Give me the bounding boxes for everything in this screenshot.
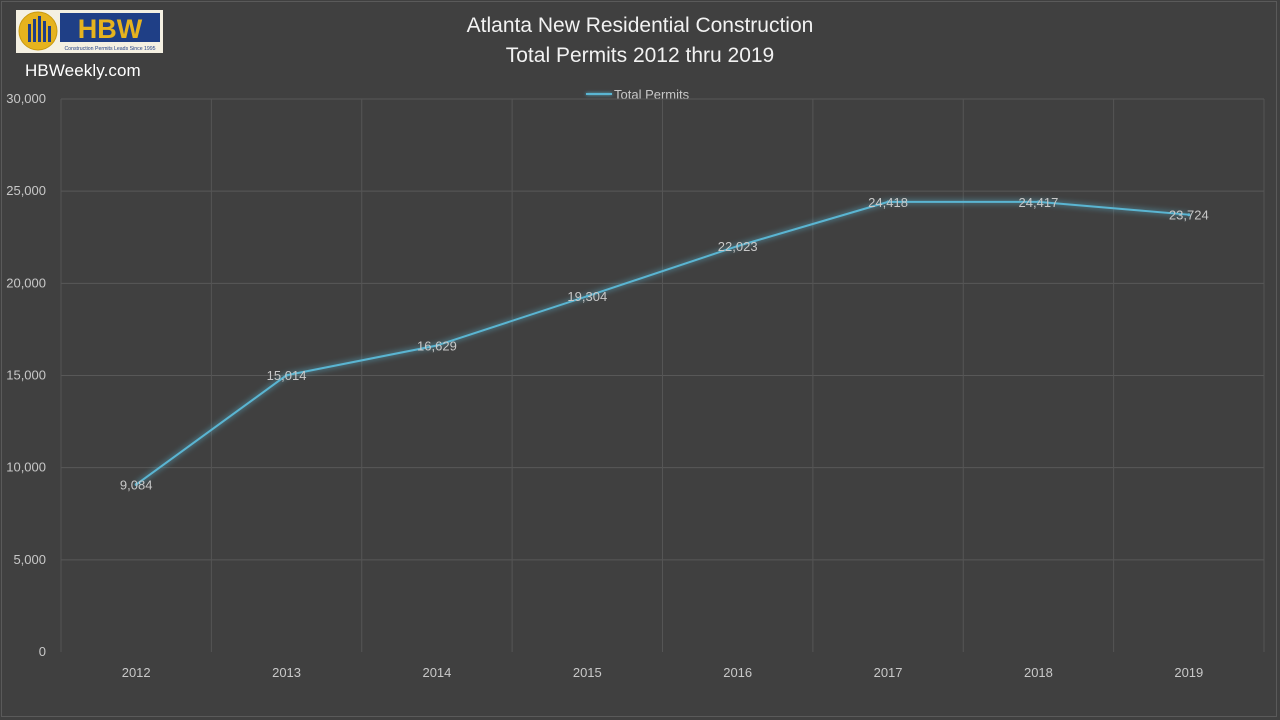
legend-label: Total Permits	[614, 86, 690, 102]
data-label: 24,417	[1019, 195, 1059, 210]
data-label: 23,724	[1169, 208, 1209, 223]
x-tick-label: 2015	[573, 665, 602, 680]
svg-text:HBW: HBW	[78, 14, 143, 44]
y-tick-label: 0	[39, 644, 46, 659]
data-point	[134, 483, 138, 487]
chart-title-line2: Total Permits 2012 thru 2019	[505, 44, 775, 67]
data-label: 19,304	[567, 289, 607, 304]
y-tick-label: 5,000	[13, 552, 46, 567]
x-tick-label: 2013	[272, 665, 301, 680]
y-tick-label: 15,000	[6, 368, 46, 383]
data-label: 22,023	[718, 239, 758, 254]
data-label: 15,014	[267, 368, 307, 383]
hbw-logo: HBW Construction Permits Leads Since 199…	[16, 10, 163, 53]
data-label: 9,084	[120, 478, 153, 493]
y-tick-label: 25,000	[6, 183, 46, 198]
data-point	[736, 244, 740, 248]
x-tick-label: 2016	[723, 665, 752, 680]
data-point	[1187, 213, 1191, 217]
x-tick-label: 2017	[874, 665, 903, 680]
x-tick-label: 2018	[1024, 665, 1053, 680]
data-label: 24,418	[868, 195, 908, 210]
data-label: 16,629	[417, 338, 457, 353]
legend-swatch	[586, 93, 612, 95]
chart-legend: Total Permits	[586, 85, 689, 103]
x-tick-label: 2012	[122, 665, 151, 680]
data-point	[585, 294, 589, 298]
svg-text:Construction Permits Leads Sin: Construction Permits Leads Since 1995	[64, 46, 155, 52]
y-tick-label: 20,000	[6, 275, 46, 290]
chart-title-line1: Atlanta New Residential Construction	[466, 14, 814, 37]
y-tick-label: 10,000	[6, 460, 46, 475]
data-point	[886, 200, 890, 204]
data-point	[285, 373, 289, 377]
x-tick-label: 2019	[1174, 665, 1203, 680]
x-tick-label: 2014	[422, 665, 451, 680]
y-tick-label: 30,000	[6, 91, 46, 106]
series-line	[135, 200, 1189, 486]
site-url: HBWeekly.com	[25, 61, 141, 80]
data-point	[1036, 200, 1040, 204]
data-point	[435, 343, 439, 347]
